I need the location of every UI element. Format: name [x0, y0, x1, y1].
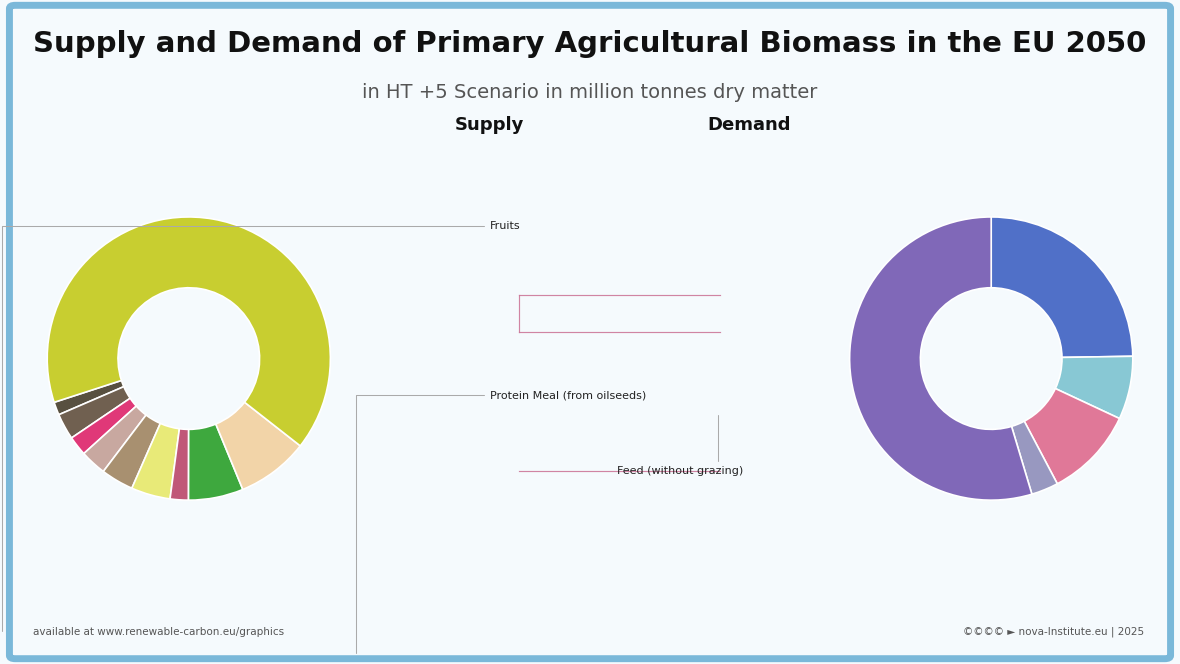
Wedge shape	[47, 217, 330, 446]
Wedge shape	[132, 424, 179, 499]
Text: Fruits: Fruits	[2, 220, 520, 631]
Wedge shape	[1011, 421, 1057, 494]
Wedge shape	[59, 386, 130, 438]
Text: ©©©© ► nova-Institute.eu | 2025: ©©©© ► nova-Institute.eu | 2025	[964, 627, 1145, 637]
Wedge shape	[170, 429, 189, 500]
Wedge shape	[1055, 357, 1133, 418]
Text: Feed (without grazing): Feed (without grazing)	[617, 416, 743, 477]
Wedge shape	[1024, 388, 1120, 484]
Wedge shape	[189, 424, 243, 500]
Wedge shape	[850, 217, 1031, 500]
Wedge shape	[216, 402, 300, 489]
Text: Supply: Supply	[455, 116, 524, 134]
Text: Demand: Demand	[708, 116, 791, 134]
Text: Protein Meal (from oilseeds): Protein Meal (from oilseeds)	[355, 390, 645, 653]
Text: available at www.renewable-carbon.eu/graphics: available at www.renewable-carbon.eu/gra…	[33, 627, 284, 637]
Text: Supply and Demand of Primary Agricultural Biomass in the EU 2050: Supply and Demand of Primary Agricultura…	[33, 30, 1147, 58]
Wedge shape	[104, 415, 160, 488]
Wedge shape	[54, 380, 124, 415]
Text: in HT +5 Scenario in million tonnes dry matter: in HT +5 Scenario in million tonnes dry …	[362, 83, 818, 102]
Wedge shape	[72, 398, 137, 454]
Wedge shape	[84, 406, 146, 471]
Wedge shape	[991, 217, 1133, 357]
